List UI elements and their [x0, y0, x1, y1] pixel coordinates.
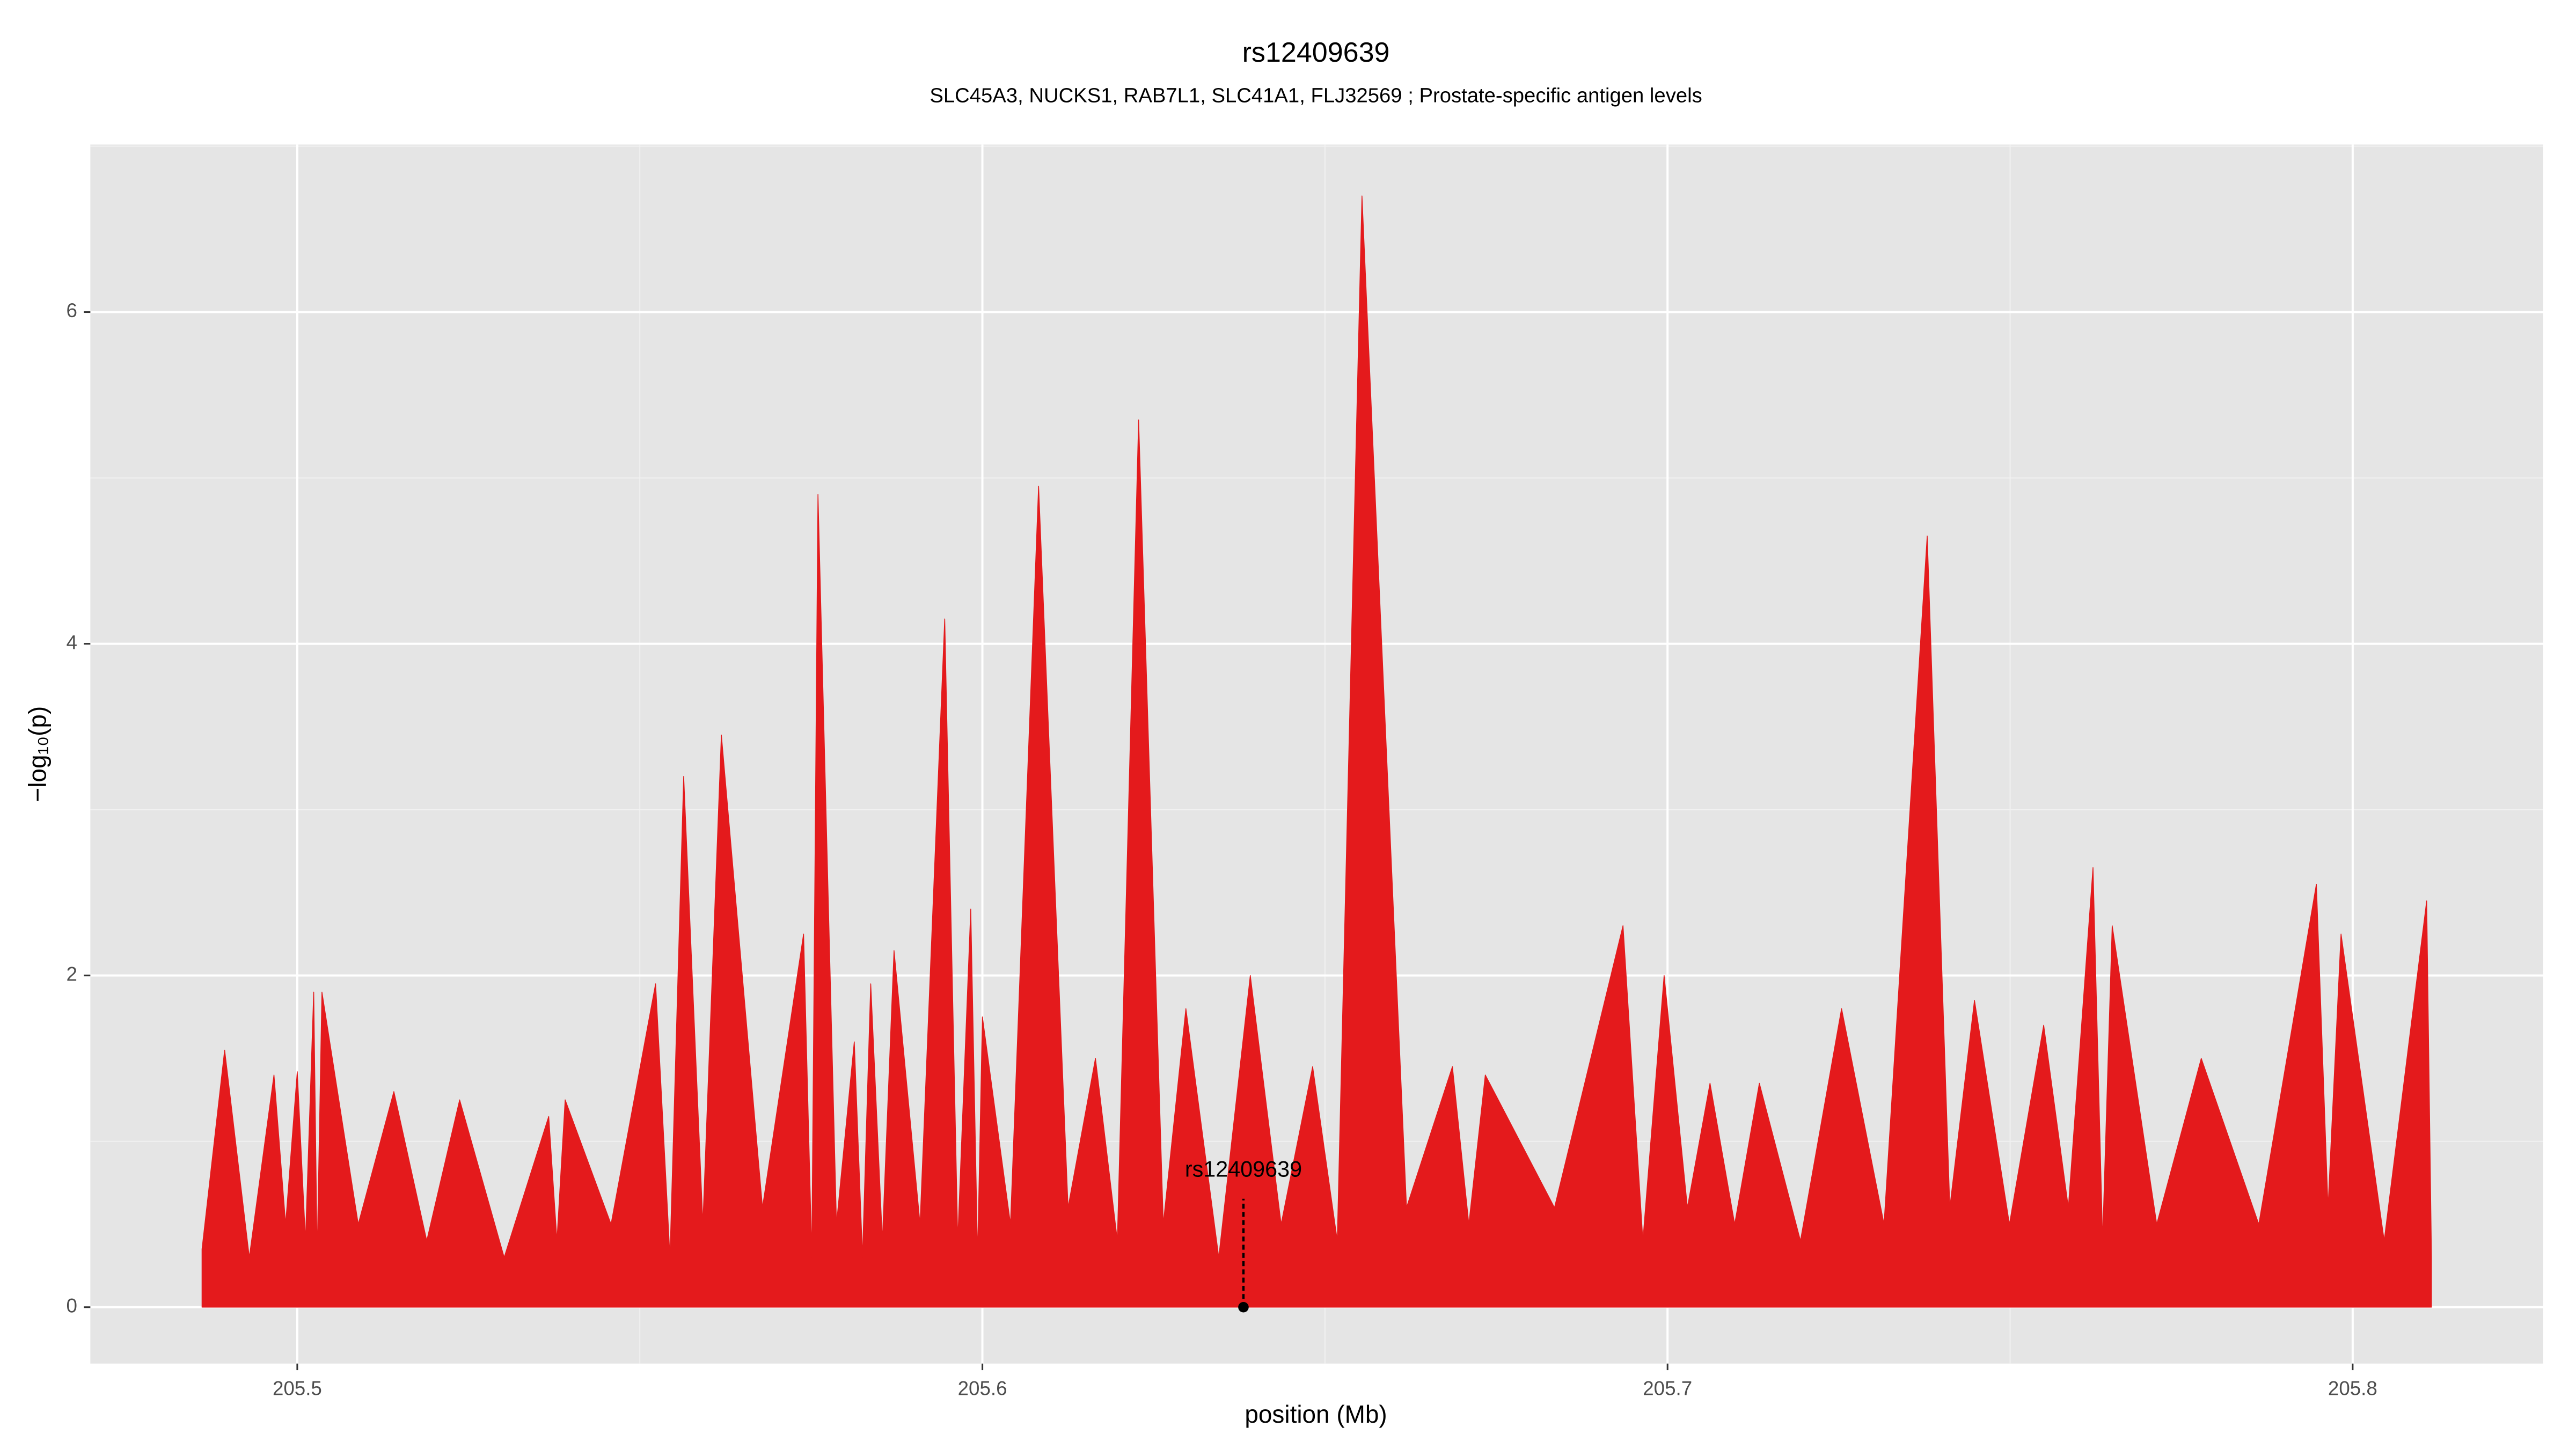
x-tick-label: 205.5 [273, 1377, 322, 1399]
y-axis-label: −log₁₀(p) [24, 706, 52, 802]
chart-title: rs12409639 [1242, 37, 1390, 68]
area [201, 195, 2432, 1308]
annotation-label: rs12409639 [1185, 1157, 1302, 1182]
y-tick-label: 0 [66, 1294, 77, 1316]
annotation-point [1238, 1301, 1249, 1313]
y-tick-label: 6 [66, 299, 77, 321]
y-tick-label: 2 [66, 963, 77, 985]
x-tick-label: 205.7 [1643, 1377, 1692, 1399]
x-tick-label: 205.8 [2328, 1377, 2377, 1399]
x-axis-label: position (Mb) [1245, 1400, 1387, 1428]
x-tick-label: 205.6 [958, 1377, 1007, 1399]
y-tick-label: 4 [66, 631, 77, 653]
chart-subtitle: SLC45A3, NUCKS1, RAB7L1, SLC41A1, FLJ325… [930, 84, 1702, 107]
